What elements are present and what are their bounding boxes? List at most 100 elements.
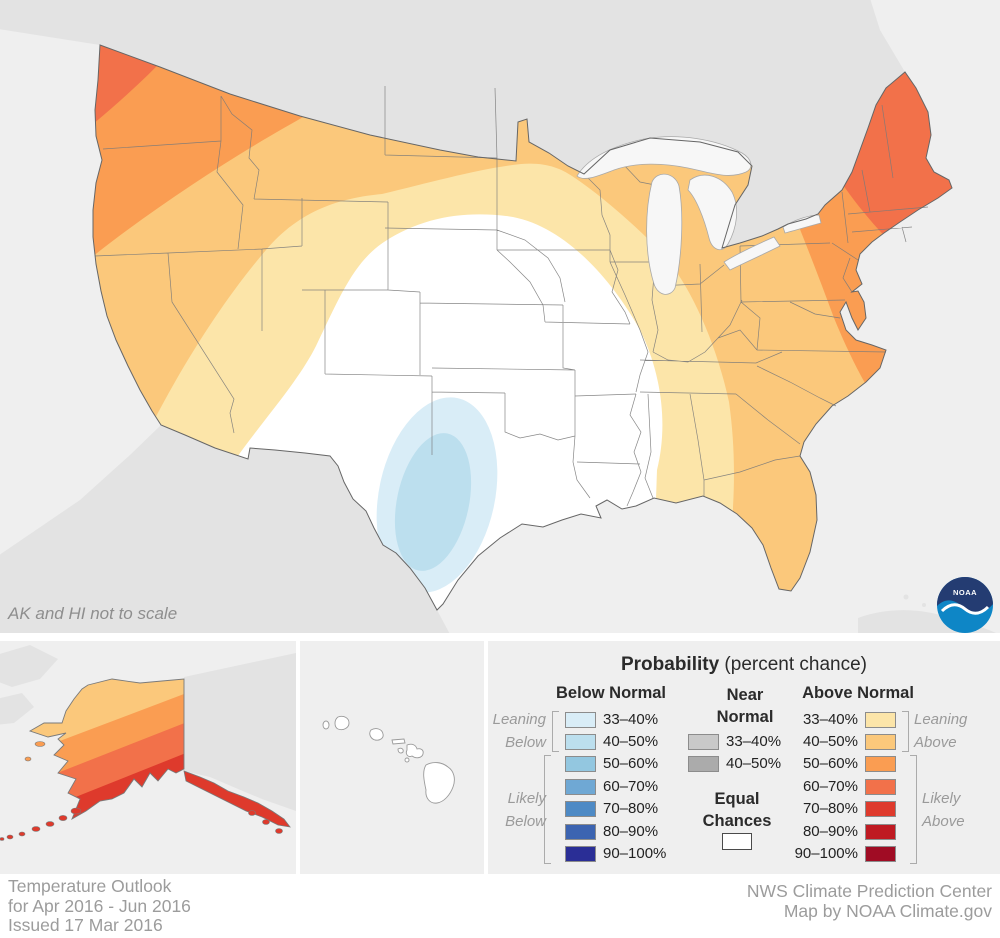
legend-row-above: 50–60%	[776, 755, 896, 772]
near-normal-line1: Near	[726, 686, 764, 704]
legend-row-above: 60–70%	[776, 778, 896, 795]
range-label: 60–70%	[603, 778, 659, 795]
swatch-above-60-70	[865, 778, 896, 795]
legend-row-below: 80–90%	[565, 823, 658, 840]
footer-credit-block: NWS Climate Prediction Center Map by NOA…	[747, 881, 992, 921]
island-hawaii	[423, 762, 455, 804]
footer-credit-line1: NWS Climate Prediction Center	[746, 881, 992, 901]
canada-landmass-ak	[184, 653, 296, 811]
range-label: 50–60%	[603, 755, 659, 772]
bracket-likely-above	[910, 755, 917, 864]
label-likely-below: Likely Below	[488, 787, 546, 833]
conus-map	[0, 0, 1000, 633]
band-above-60-70-nw	[93, 45, 176, 168]
legend-title-bold: Probability	[620, 654, 720, 675]
bahamas-islet	[903, 594, 909, 600]
lake-michigan	[646, 173, 683, 295]
range-label: 60–70%	[802, 778, 858, 795]
range-label: 40–50%	[802, 733, 858, 750]
russia-landmass	[0, 645, 58, 687]
bahamas-islet	[922, 603, 926, 607]
island-kauai	[334, 715, 350, 731]
range-label: 80–90%	[802, 823, 858, 840]
island-kahoolawe	[404, 757, 410, 763]
legend-panel: Probability (percent chance) Below Norma…	[488, 641, 1000, 874]
noaa-logo: NOAA	[937, 577, 993, 633]
bracket-leaning-above	[902, 711, 909, 752]
legend-header-above-normal: Above Normal	[802, 684, 914, 702]
range-label: 40–50%	[726, 755, 782, 772]
noaa-logo-text: NOAA	[953, 588, 977, 597]
label-leaning-above: Leaning Above	[914, 708, 994, 754]
hawaii-ocean	[300, 641, 484, 874]
swatch-above-40-50	[865, 733, 896, 750]
footer-title-block: Temperature Outlook for Apr 2016 - Jun 2…	[8, 876, 191, 936]
island-oahu	[369, 728, 384, 741]
legend-row-above: 90–100%	[776, 845, 896, 862]
footer-title-line1: Temperature Outlook	[8, 876, 172, 896]
canada-landmass	[0, 0, 905, 248]
leaning-above-line1: Leaning	[914, 711, 968, 728]
footer-credit-line2: Map by NOAA Climate.gov	[783, 901, 992, 921]
swatch-above-90-100	[865, 845, 896, 862]
legend-title: Probability (percent chance)	[488, 654, 1000, 676]
island-maui	[405, 743, 424, 759]
near-normal-line2: Normal	[716, 708, 774, 726]
aleutian-islands	[0, 741, 283, 841]
hawaii-inset-map	[300, 641, 484, 874]
range-label: 80–90%	[603, 823, 659, 840]
us-outline	[92, 44, 953, 611]
swatch-below-33-40	[565, 711, 596, 728]
likely-below-line1: Likely	[507, 790, 546, 807]
range-label: 90–100%	[603, 845, 667, 862]
island-niihau	[322, 720, 330, 730]
legend-row-below: 33–40%	[565, 711, 658, 728]
range-label: 33–40%	[802, 711, 858, 728]
range-label: 70–80%	[802, 800, 858, 817]
legend-row-above: 70–80%	[776, 800, 896, 817]
swatch-below-40-50	[565, 733, 596, 750]
island-lanai	[397, 747, 404, 754]
legend-title-rest: (percent chance)	[719, 654, 868, 675]
swatch-below-80-90	[565, 823, 596, 840]
swatch-below-50-60	[565, 755, 596, 772]
equal-chances-label: Equal Chances	[677, 788, 797, 832]
lake-erie	[723, 236, 781, 271]
label-leaning-below: Leaning Below	[488, 708, 546, 754]
state-boundaries	[94, 86, 929, 507]
likely-above-line1: Likely	[922, 790, 961, 807]
range-label: 70–80%	[603, 800, 659, 817]
legend-row-below: 90–100%	[565, 845, 666, 862]
legend-row-below: 40–50%	[565, 733, 658, 750]
legend-row-above: 80–90%	[776, 823, 896, 840]
legend-row-below: 70–80%	[565, 800, 658, 817]
range-label: 33–40%	[726, 733, 782, 750]
alaska-inset-map	[0, 641, 296, 874]
lake-ontario	[782, 214, 822, 234]
swatch-above-80-90	[865, 823, 896, 840]
swatch-below-60-70	[565, 778, 596, 795]
legend-row-below: 50–60%	[565, 755, 658, 772]
alaska-panhandle	[183, 770, 291, 828]
leaning-below-line2: Below	[505, 734, 546, 751]
equal-line1: Equal	[714, 790, 760, 808]
range-label: 50–60%	[802, 755, 858, 772]
range-label: 40–50%	[603, 733, 659, 750]
lake-huron	[687, 174, 738, 251]
likely-below-line2: Below	[505, 813, 546, 830]
swatch-equal-chances	[722, 833, 752, 850]
footer-title-line2: for Apr 2016 - Jun 2016	[8, 895, 191, 916]
legend-row-above: 40–50%	[776, 733, 896, 750]
footer-title-line3: Issued 17 Mar 2016	[8, 915, 163, 935]
legend-row-near: 40–50%	[688, 755, 781, 772]
swatch-near-33-40	[688, 733, 719, 750]
likely-above-line2: Above	[922, 813, 965, 830]
legend-row-near: 33–40%	[688, 733, 781, 750]
legend-row-below: 60–70%	[565, 778, 658, 795]
scale-note: AK and HI not to scale	[8, 604, 178, 623]
swatch-below-70-80	[565, 800, 596, 817]
island-molokai	[391, 738, 406, 745]
range-label: 33–40%	[603, 711, 659, 728]
equal-line2: Chances	[702, 812, 772, 830]
